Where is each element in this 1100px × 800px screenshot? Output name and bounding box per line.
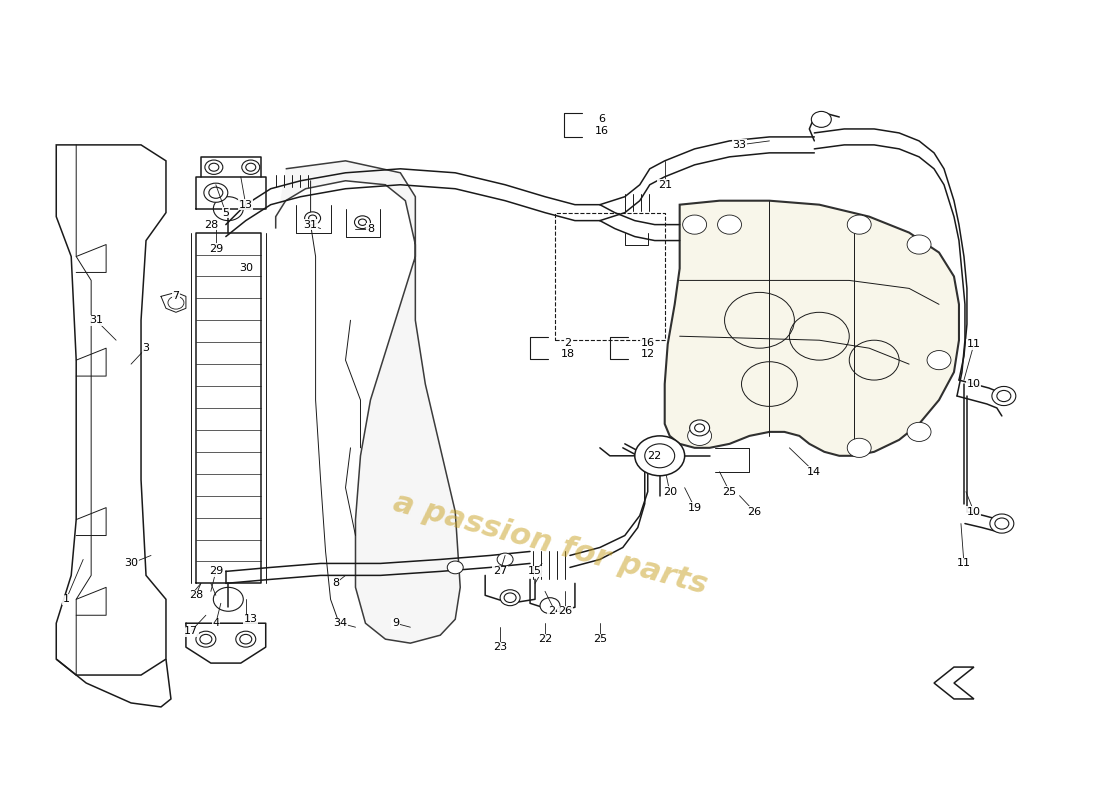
- Circle shape: [235, 631, 255, 647]
- Text: 22: 22: [648, 451, 662, 461]
- Text: 4: 4: [212, 618, 219, 628]
- Polygon shape: [276, 161, 460, 643]
- Circle shape: [204, 183, 228, 202]
- Text: 34: 34: [333, 618, 348, 628]
- Circle shape: [690, 420, 710, 436]
- Text: 5: 5: [222, 208, 229, 218]
- Circle shape: [908, 235, 931, 254]
- Circle shape: [635, 436, 684, 476]
- Text: 16: 16: [595, 126, 609, 136]
- Text: 28: 28: [189, 590, 204, 600]
- Text: 13: 13: [239, 200, 253, 210]
- Circle shape: [500, 590, 520, 606]
- Text: 2: 2: [564, 338, 572, 347]
- Text: 13: 13: [244, 614, 257, 624]
- Circle shape: [242, 160, 260, 174]
- Text: a passion for parts: a passion for parts: [389, 487, 711, 599]
- Text: 25: 25: [723, 486, 737, 497]
- Text: 8: 8: [367, 223, 374, 234]
- Circle shape: [448, 561, 463, 574]
- Text: 25: 25: [593, 634, 607, 644]
- Text: 21: 21: [658, 180, 672, 190]
- Text: 9: 9: [392, 618, 399, 628]
- Text: 30: 30: [124, 558, 139, 569]
- Circle shape: [196, 631, 216, 647]
- Circle shape: [688, 426, 712, 446]
- Text: 17: 17: [184, 626, 198, 636]
- Text: 11: 11: [957, 558, 971, 569]
- Text: 30: 30: [239, 263, 253, 274]
- Text: 23: 23: [493, 642, 507, 652]
- Circle shape: [717, 215, 741, 234]
- Text: 22: 22: [538, 634, 552, 644]
- Text: 7: 7: [173, 291, 179, 302]
- Text: 16: 16: [641, 338, 654, 347]
- Text: 12: 12: [640, 349, 654, 358]
- Text: 31: 31: [89, 315, 103, 326]
- Polygon shape: [664, 201, 959, 456]
- Circle shape: [847, 215, 871, 234]
- Circle shape: [354, 216, 371, 229]
- Text: 31: 31: [304, 220, 318, 230]
- Circle shape: [497, 553, 513, 566]
- Text: 19: 19: [688, 502, 702, 513]
- Text: 18: 18: [561, 349, 575, 358]
- Text: 26: 26: [558, 606, 572, 616]
- Circle shape: [847, 438, 871, 458]
- Text: 27: 27: [493, 566, 507, 577]
- Circle shape: [305, 212, 320, 225]
- Text: 29: 29: [209, 566, 223, 577]
- Text: 1: 1: [63, 594, 69, 604]
- Text: 10: 10: [967, 379, 981, 389]
- Circle shape: [927, 350, 952, 370]
- Text: 6: 6: [598, 114, 605, 124]
- Text: 14: 14: [807, 466, 822, 477]
- Text: 3: 3: [143, 343, 150, 353]
- Circle shape: [992, 386, 1015, 406]
- Circle shape: [168, 296, 184, 309]
- Text: 28: 28: [204, 220, 218, 230]
- Text: 10: 10: [967, 506, 981, 517]
- Text: 20: 20: [662, 486, 676, 497]
- Text: 8: 8: [332, 578, 339, 588]
- Text: 29: 29: [209, 243, 223, 254]
- Text: 33: 33: [733, 140, 747, 150]
- Text: 15: 15: [528, 566, 542, 577]
- Circle shape: [540, 598, 560, 614]
- Circle shape: [908, 422, 931, 442]
- Text: 24: 24: [548, 606, 562, 616]
- Circle shape: [990, 514, 1014, 533]
- Text: 26: 26: [747, 506, 761, 517]
- Circle shape: [812, 111, 832, 127]
- Circle shape: [205, 160, 223, 174]
- Circle shape: [683, 215, 706, 234]
- Text: 11: 11: [967, 339, 981, 349]
